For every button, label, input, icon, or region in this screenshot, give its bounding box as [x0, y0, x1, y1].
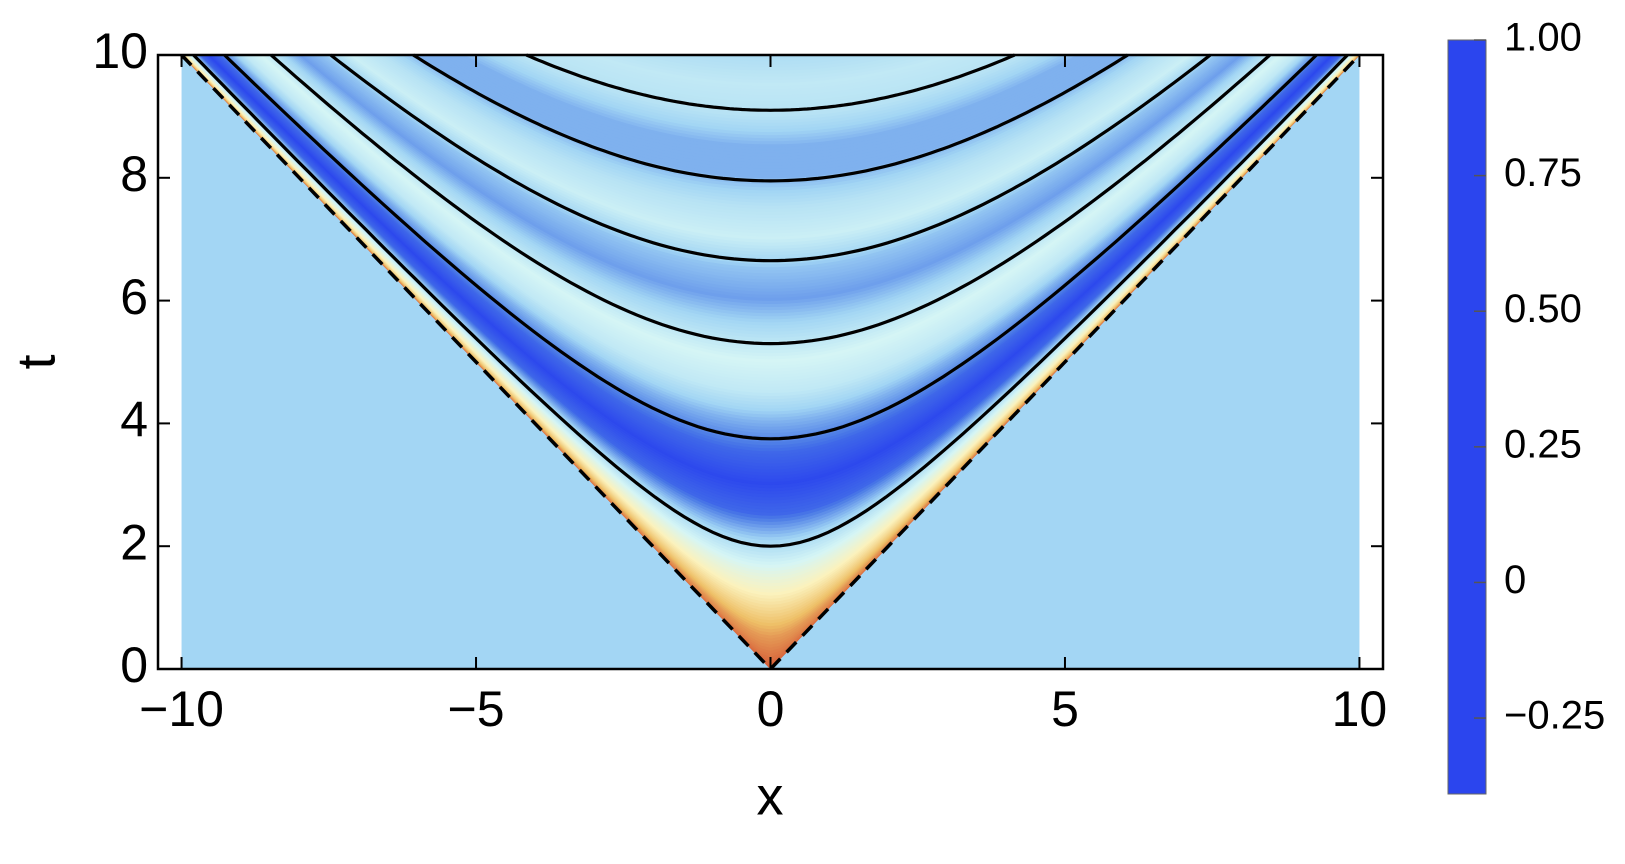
colorbar-tick-label: 0.50 — [1504, 287, 1582, 331]
contour-line — [329, 53, 1212, 263]
contour-line — [192, 53, 1349, 548]
colorbar — [1447, 39, 1487, 795]
contour-line — [525, 53, 1016, 112]
x-tick-label: 5 — [1051, 681, 1079, 737]
y-tick-label: 4 — [120, 392, 148, 448]
x-tick-label: −10 — [139, 681, 224, 737]
y-tick-label: 2 — [120, 514, 148, 570]
contour-line — [270, 53, 1271, 346]
x-tick-label: −5 — [448, 681, 505, 737]
y-tick-label: 0 — [120, 637, 148, 693]
y-tick-label: 6 — [120, 269, 148, 325]
colorbar-tick-label: −0.25 — [1504, 694, 1605, 738]
y-tick-label: 8 — [120, 146, 148, 202]
light-cone — [180, 55, 1361, 669]
colorbar-tick-label: 0.25 — [1504, 422, 1582, 466]
y-axis-label: t — [6, 354, 66, 369]
contour-line — [412, 53, 1129, 183]
y-tick-label: 10 — [92, 23, 148, 79]
x-tick-label: 10 — [1332, 681, 1388, 737]
x-tick-label: 0 — [757, 681, 785, 737]
contour-line — [223, 53, 1318, 441]
x-axis-label: x — [757, 766, 784, 826]
colorbar-tick-label: 0 — [1504, 558, 1526, 602]
density-field — [180, 55, 1361, 669]
colorbar-tick-label: 0.75 — [1504, 151, 1582, 195]
colorbar-tick-label: 1.00 — [1504, 16, 1582, 60]
